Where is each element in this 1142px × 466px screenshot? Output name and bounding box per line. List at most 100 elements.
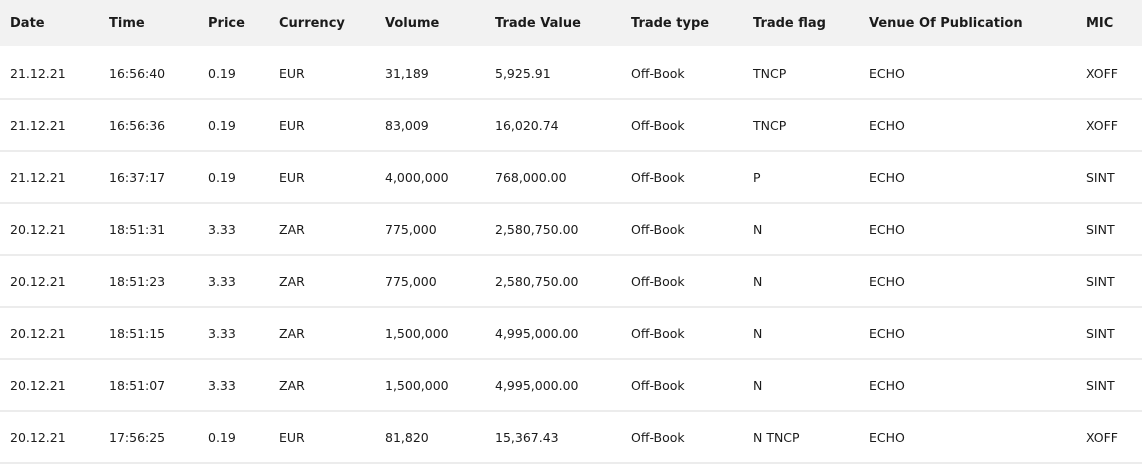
cell-trade-type: Off-Book [621, 307, 743, 360]
header-date: Date [0, 0, 99, 48]
table-row: 21.12.21 16:56:36 0.19 EUR 83,009 16,020… [0, 99, 1142, 152]
cell-venue: ECHO [859, 307, 1076, 360]
cell-date: 20.12.21 [0, 359, 99, 412]
cell-trade-type: Off-Book [621, 411, 743, 464]
cell-volume: 4,000,000 [375, 151, 485, 204]
cell-time: 16:56:36 [99, 99, 198, 152]
cell-trade-flag: N [743, 203, 859, 256]
cell-mic: SINT [1076, 307, 1142, 360]
table-row: 20.12.21 18:51:15 3.33 ZAR 1,500,000 4,9… [0, 307, 1142, 360]
cell-price: 3.33 [198, 255, 269, 308]
cell-trade-flag: N [743, 255, 859, 308]
cell-trade-flag: N [743, 307, 859, 360]
cell-venue: ECHO [859, 203, 1076, 256]
cell-volume: 1,500,000 [375, 359, 485, 412]
cell-time: 17:56:25 [99, 411, 198, 464]
cell-currency: EUR [269, 99, 375, 152]
cell-volume: 775,000 [375, 255, 485, 308]
table-row: 21.12.21 16:56:40 0.19 EUR 31,189 5,925.… [0, 47, 1142, 100]
cell-mic: SINT [1076, 203, 1142, 256]
header-volume: Volume [375, 0, 485, 48]
cell-trade-type: Off-Book [621, 151, 743, 204]
cell-trade-value: 2,580,750.00 [485, 203, 621, 256]
cell-trade-value: 5,925.91 [485, 47, 621, 100]
cell-venue: ECHO [859, 411, 1076, 464]
cell-currency: ZAR [269, 307, 375, 360]
cell-trade-type: Off-Book [621, 99, 743, 152]
table-row: 21.12.21 16:37:17 0.19 EUR 4,000,000 768… [0, 151, 1142, 204]
cell-trade-value: 4,995,000.00 [485, 359, 621, 412]
cell-volume: 1,500,000 [375, 307, 485, 360]
header-trade-flag: Trade flag [743, 0, 859, 48]
cell-trade-value: 15,367.43 [485, 411, 621, 464]
cell-currency: EUR [269, 411, 375, 464]
cell-trade-flag: TNCP [743, 99, 859, 152]
cell-trade-type: Off-Book [621, 359, 743, 412]
cell-trade-flag: TNCP [743, 47, 859, 100]
cell-mic: XOFF [1076, 411, 1142, 464]
cell-trade-value: 2,580,750.00 [485, 255, 621, 308]
table-body: 21.12.21 16:56:40 0.19 EUR 31,189 5,925.… [0, 47, 1142, 464]
table-row: 20.12.21 18:51:07 3.33 ZAR 1,500,000 4,9… [0, 359, 1142, 412]
cell-trade-flag: P [743, 151, 859, 204]
cell-trade-value: 4,995,000.00 [485, 307, 621, 360]
header-currency: Currency [269, 0, 375, 48]
cell-price: 0.19 [198, 99, 269, 152]
cell-price: 3.33 [198, 307, 269, 360]
cell-trade-type: Off-Book [621, 255, 743, 308]
cell-trade-value: 16,020.74 [485, 99, 621, 152]
cell-trade-flag: N TNCP [743, 411, 859, 464]
cell-volume: 81,820 [375, 411, 485, 464]
header-trade-type: Trade type [621, 0, 743, 48]
cell-venue: ECHO [859, 99, 1076, 152]
header-trade-value: Trade Value [485, 0, 621, 48]
cell-date: 20.12.21 [0, 411, 99, 464]
header-price: Price [198, 0, 269, 48]
cell-time: 16:37:17 [99, 151, 198, 204]
header-time: Time [99, 0, 198, 48]
cell-trade-value: 768,000.00 [485, 151, 621, 204]
cell-currency: ZAR [269, 255, 375, 308]
cell-mic: XOFF [1076, 47, 1142, 100]
cell-trade-flag: N [743, 359, 859, 412]
cell-mic: XOFF [1076, 99, 1142, 152]
cell-date: 21.12.21 [0, 151, 99, 204]
cell-date: 20.12.21 [0, 203, 99, 256]
cell-mic: SINT [1076, 359, 1142, 412]
cell-price: 0.19 [198, 411, 269, 464]
cell-price: 0.19 [198, 47, 269, 100]
cell-venue: ECHO [859, 359, 1076, 412]
cell-trade-type: Off-Book [621, 203, 743, 256]
table-header: Date Time Price Currency Volume Trade Va… [0, 0, 1142, 48]
table-row: 20.12.21 18:51:23 3.33 ZAR 775,000 2,580… [0, 255, 1142, 308]
cell-mic: SINT [1076, 255, 1142, 308]
cell-volume: 31,189 [375, 47, 485, 100]
header-venue: Venue Of Publication [859, 0, 1076, 48]
cell-time: 16:56:40 [99, 47, 198, 100]
cell-mic: SINT [1076, 151, 1142, 204]
cell-date: 20.12.21 [0, 255, 99, 308]
cell-venue: ECHO [859, 151, 1076, 204]
cell-date: 21.12.21 [0, 99, 99, 152]
cell-currency: ZAR [269, 359, 375, 412]
cell-date: 21.12.21 [0, 47, 99, 100]
header-row: Date Time Price Currency Volume Trade Va… [0, 0, 1142, 48]
cell-time: 18:51:23 [99, 255, 198, 308]
cell-time: 18:51:31 [99, 203, 198, 256]
cell-price: 3.33 [198, 359, 269, 412]
cell-trade-type: Off-Book [621, 47, 743, 100]
cell-price: 0.19 [198, 151, 269, 204]
cell-time: 18:51:07 [99, 359, 198, 412]
cell-currency: ZAR [269, 203, 375, 256]
cell-venue: ECHO [859, 255, 1076, 308]
table-row: 20.12.21 18:51:31 3.33 ZAR 775,000 2,580… [0, 203, 1142, 256]
cell-date: 20.12.21 [0, 307, 99, 360]
cell-time: 18:51:15 [99, 307, 198, 360]
cell-venue: ECHO [859, 47, 1076, 100]
cell-volume: 83,009 [375, 99, 485, 152]
header-mic: MIC [1076, 0, 1142, 48]
cell-currency: EUR [269, 47, 375, 100]
cell-volume: 775,000 [375, 203, 485, 256]
cell-currency: EUR [269, 151, 375, 204]
